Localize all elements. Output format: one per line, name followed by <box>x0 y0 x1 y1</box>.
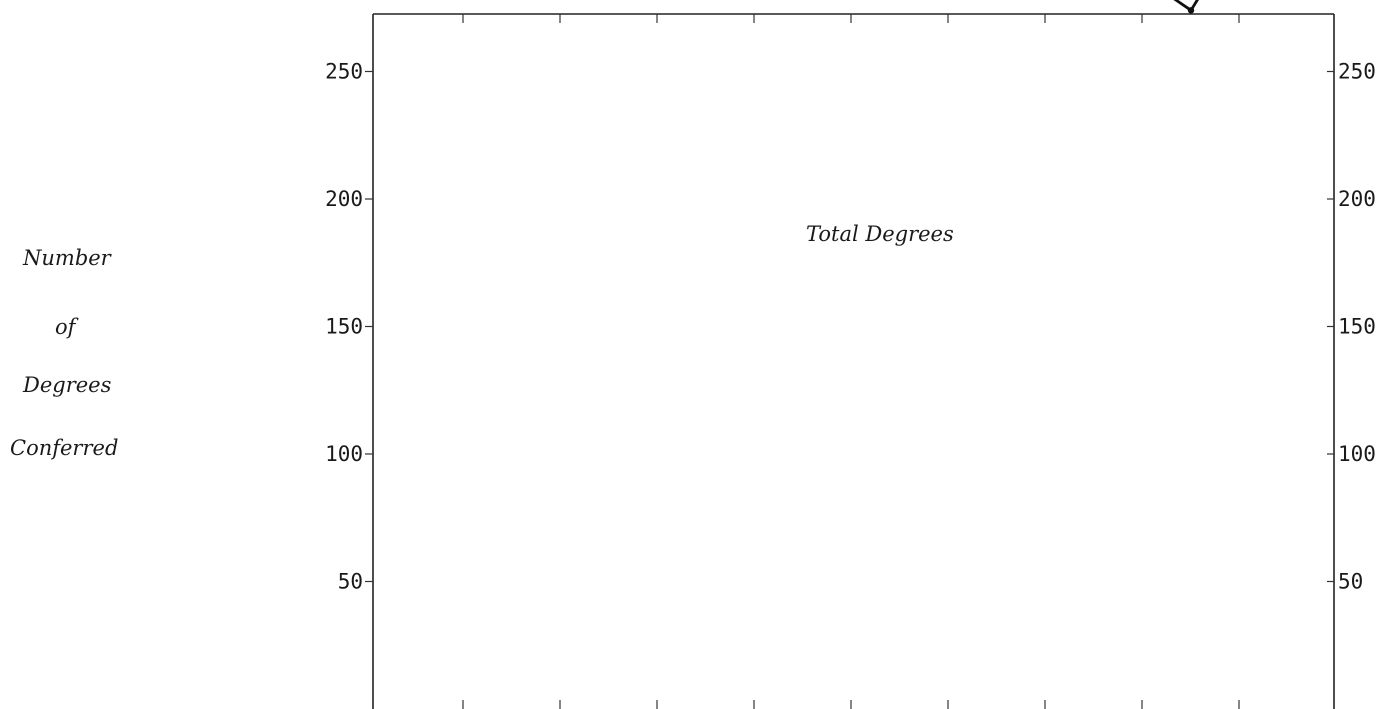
y-axis-title: Number of Degrees Conferred <box>10 246 118 460</box>
left-y-axis: 50100150200250300350400450500 <box>325 60 373 594</box>
left-y-tick-label: 200 <box>325 187 363 211</box>
left-y-tick-label: 50 <box>338 570 363 594</box>
y-axis-title-line-1: Number <box>22 246 113 270</box>
right-y-axis: 50100150200250300350400450500 <box>1327 60 1376 594</box>
left-y-tick-label: 100 <box>325 442 363 466</box>
y-axis-title-line-3: Degrees <box>22 373 112 397</box>
right-y-tick-label: 100 <box>1338 442 1376 466</box>
data-point <box>1187 7 1195 14</box>
y-axis-title-line-2: of <box>55 315 79 339</box>
right-y-tick-label: 150 <box>1338 315 1376 339</box>
left-y-tick-label: 250 <box>325 60 363 84</box>
right-y-tick-label: 200 <box>1338 187 1376 211</box>
right-y-tick-label: 250 <box>1338 60 1376 84</box>
series-annotation: Total Degrees <box>806 222 954 246</box>
right-y-tick-label: 50 <box>1338 570 1363 594</box>
series-total-degrees <box>1173 0 1199 14</box>
x-axis-ticks <box>462 14 1240 709</box>
series-line <box>1173 0 1199 12</box>
left-y-tick-label: 150 <box>325 315 363 339</box>
plot-frame <box>372 13 1335 709</box>
y-axis-title-line-4: Conferred <box>10 436 118 460</box>
